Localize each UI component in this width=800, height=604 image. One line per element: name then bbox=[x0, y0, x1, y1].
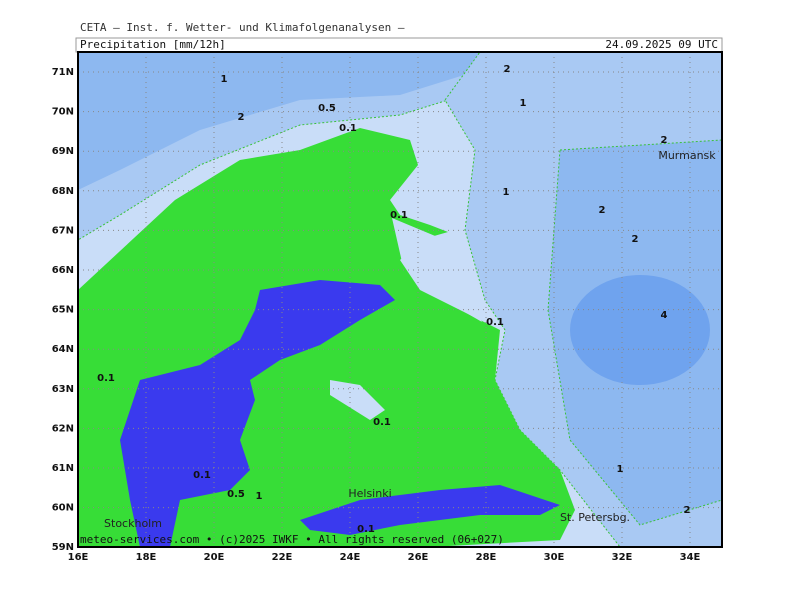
lat-label: 59N bbox=[52, 542, 74, 553]
contour-label: 1 bbox=[520, 98, 527, 109]
contour-label: 1 bbox=[617, 464, 624, 475]
valid-time: 24.09.2025 09 UTC bbox=[605, 38, 718, 51]
lat-label: 61N bbox=[52, 463, 74, 474]
map-title: Precipitation [mm/12h] bbox=[80, 38, 226, 51]
field-darker bbox=[570, 275, 710, 385]
contour-label: 1 bbox=[221, 74, 228, 85]
field-dark bbox=[78, 52, 600, 190]
lon-label: 26E bbox=[408, 552, 429, 563]
sea-baltic bbox=[120, 280, 395, 547]
lat-label: 71N bbox=[52, 67, 74, 78]
lon-label: 30E bbox=[544, 552, 565, 563]
source-line: CETA — Inst. f. Wetter- und Klimafolgena… bbox=[80, 21, 405, 34]
map-frame bbox=[77, 51, 723, 548]
contour-label: 2 bbox=[632, 234, 639, 245]
contour-label: 0.1 bbox=[97, 373, 115, 384]
contour-label: 0.1 bbox=[373, 417, 391, 428]
lat-label: 69N bbox=[52, 146, 74, 157]
contour-label: 0.1 bbox=[357, 524, 375, 535]
contour-label: 0.5 bbox=[318, 103, 336, 114]
lat-label: 65N bbox=[52, 305, 74, 316]
contour-label: 4 bbox=[661, 310, 668, 321]
contour-label: 2 bbox=[661, 135, 668, 146]
lat-label: 60N bbox=[52, 503, 74, 514]
city-label: Helsinki bbox=[348, 487, 391, 500]
contour-label: 1 bbox=[256, 491, 263, 502]
field-light bbox=[392, 218, 482, 322]
lon-label: 18E bbox=[136, 552, 157, 563]
contour-label: 1 bbox=[503, 187, 510, 198]
contour-label: 2 bbox=[684, 505, 691, 516]
lat-label: 66N bbox=[52, 265, 74, 276]
lat-label: 68N bbox=[52, 186, 74, 197]
contour-label: 2 bbox=[504, 64, 511, 75]
contour-label: 2 bbox=[238, 112, 245, 123]
lon-label: 20E bbox=[204, 552, 225, 563]
lon-label: 24E bbox=[340, 552, 361, 563]
city-label: Stockholm bbox=[104, 517, 162, 530]
labels: 16E 18E 20E 22E 24E 26E 28E 30E 32E 34E 71N 70N 69N 6… bbox=[52, 64, 717, 563]
contour-label: 0.1 bbox=[486, 317, 504, 328]
contour-label: 2 bbox=[599, 205, 606, 216]
field-light bbox=[330, 380, 385, 420]
contour-label: 0.5 bbox=[227, 489, 245, 500]
lat-label: 63N bbox=[52, 384, 74, 395]
lon-label: 28E bbox=[476, 552, 497, 563]
city-label: St. Petersbg. bbox=[560, 511, 630, 524]
lat-label: 64N bbox=[52, 344, 74, 355]
lon-label: 34E bbox=[680, 552, 701, 563]
lon-label: 32E bbox=[612, 552, 633, 563]
lon-label: 22E bbox=[272, 552, 293, 563]
lon-label: 16E bbox=[68, 552, 89, 563]
contour-label: 0.1 bbox=[339, 123, 357, 134]
contour-label: 0.1 bbox=[193, 470, 211, 481]
contour-label: 0.1 bbox=[390, 210, 408, 221]
map-fields bbox=[78, 52, 722, 547]
sea-gulf bbox=[300, 485, 560, 535]
footer: meteo-services.com • (c)2025 IWKF • All … bbox=[80, 533, 504, 546]
lat-label: 70N bbox=[52, 107, 74, 118]
lat-label: 62N bbox=[52, 423, 74, 434]
city-label: Murmansk bbox=[658, 149, 716, 162]
lat-label: 67N bbox=[52, 225, 74, 236]
